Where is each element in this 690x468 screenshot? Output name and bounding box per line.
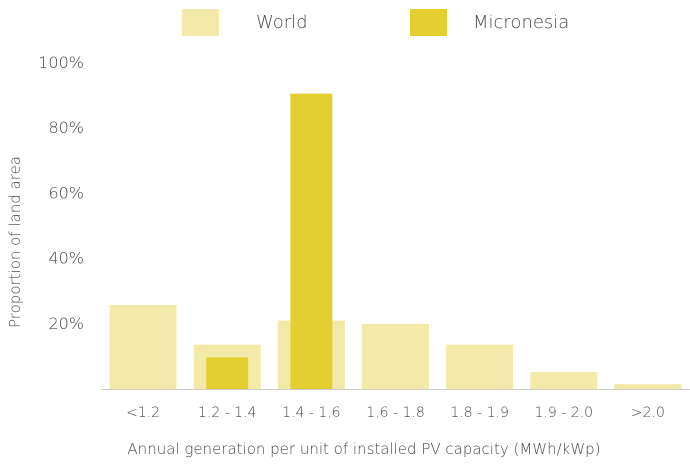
- x-tick-label: <1.2: [126, 405, 160, 421]
- x-tick-label: 1.9 - 2.0: [535, 405, 593, 421]
- x-axis-title: Annual generation per unit of installed …: [127, 440, 600, 458]
- bar-world-0: [109, 304, 177, 389]
- y-tick-label: 60%: [48, 183, 84, 202]
- x-tick-label: >2.0: [631, 405, 665, 421]
- bar-micronesia-1: [206, 357, 249, 389]
- bar-world-6: [614, 384, 682, 389]
- legend-label-world: World: [256, 12, 308, 33]
- y-axis-title: Proportion of land area: [6, 156, 24, 328]
- x-tick-label: 1.4 - 1.6: [282, 405, 340, 421]
- legend: World Micronesia: [182, 9, 569, 36]
- x-tick-label: 1.2 - 1.4: [198, 405, 256, 421]
- legend-swatch-world: [182, 9, 219, 36]
- legend-label-micronesia: Micronesia: [473, 12, 569, 33]
- x-tick-label: 1.6 - 1.8: [366, 405, 424, 421]
- y-tick-label: 40%: [48, 249, 84, 268]
- bar-world-3: [362, 323, 429, 389]
- y-tick-label: 20%: [48, 314, 84, 333]
- series-world: [109, 304, 682, 389]
- x-axis: <1.2 1.2 - 1.4 1.4 - 1.6 1.6 - 1.8 1.8 - 1.9…: [126, 405, 665, 421]
- legend-swatch-micronesia: [410, 9, 447, 36]
- x-tick-label: 1.8 - 1.9: [450, 405, 508, 421]
- y-tick-label: 100%: [38, 53, 84, 72]
- series-micronesia: [206, 93, 333, 390]
- bar-world-4: [446, 344, 514, 389]
- bar-world-5: [530, 372, 598, 389]
- y-tick-label: 80%: [48, 118, 84, 137]
- y-axis: 20% 40% 60% 80% 100%: [38, 53, 84, 333]
- bar-micronesia-2: [290, 93, 333, 390]
